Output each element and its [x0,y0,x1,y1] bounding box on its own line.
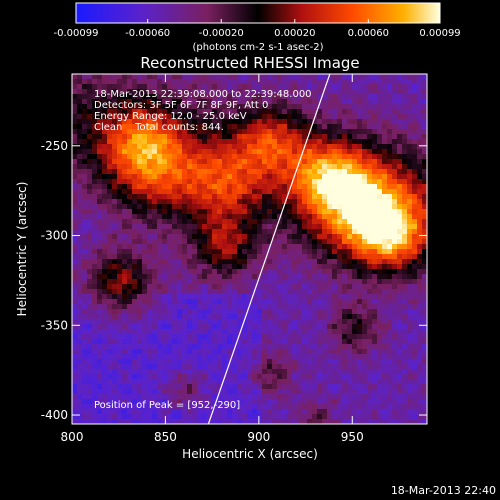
colorbar-tick-label: 0.00060 [348,28,389,39]
x-tick-label: 850 [154,430,177,444]
y-axis-title: Heliocentric Y (arcsec) [15,182,29,317]
colorbar-tick-label: 0.00020 [274,28,315,39]
y-tick-label: -400 [41,408,68,422]
y-tick-label: -250 [41,139,68,153]
x-tick-label: 950 [341,430,364,444]
heatmap-image [72,74,427,424]
y-tick-label: -350 [41,318,68,332]
colorbar-tick-label: 0.00099 [419,28,460,39]
x-tick-label: 900 [247,430,270,444]
x-axis: 800 850 900 950 [61,74,364,444]
info-line-detectors: Detectors: 3F 5F 6F 7F 8F 9F, Att 0 [94,100,268,111]
peak-label: Position of Peak = [952,-290] [94,400,240,411]
colorbar-tick-label: -0.00099 [54,28,99,39]
info-line-time: 18-Mar-2013 22:39:08.000 to 22:39:48.000 [94,89,312,100]
plot-frame [71,73,428,425]
x-axis-title: Heliocentric X (arcsec) [182,447,318,461]
colorbar-tick-label: -0.00060 [125,28,170,39]
chart-title: Reconstructed RHESSI Image [140,54,359,72]
colorbar-unit-label: (photons cm-2 s-1 asec-2) [192,42,323,53]
info-block: 18-Mar-2013 22:39:08.000 to 22:39:48.000… [94,89,312,133]
colorbar-tick-label: -0.00020 [199,28,244,39]
y-tick-label: -300 [41,229,68,243]
solar-limb-line [207,74,331,424]
colorbar-ticks: -0.00099 -0.00060 -0.00020 0.00020 0.00060 0.… [54,19,461,39]
info-line-energy: Energy Range: 12.0 - 25.0 keV [94,111,247,122]
colorbar [75,2,441,24]
info-line-counts: Clean Total counts: 844. [94,122,224,133]
x-tick-label: 800 [61,430,84,444]
y-axis: -250 -300 -350 -400 [41,139,427,422]
footer-timestamp: 18-Mar-2013 22:40 [391,484,496,497]
